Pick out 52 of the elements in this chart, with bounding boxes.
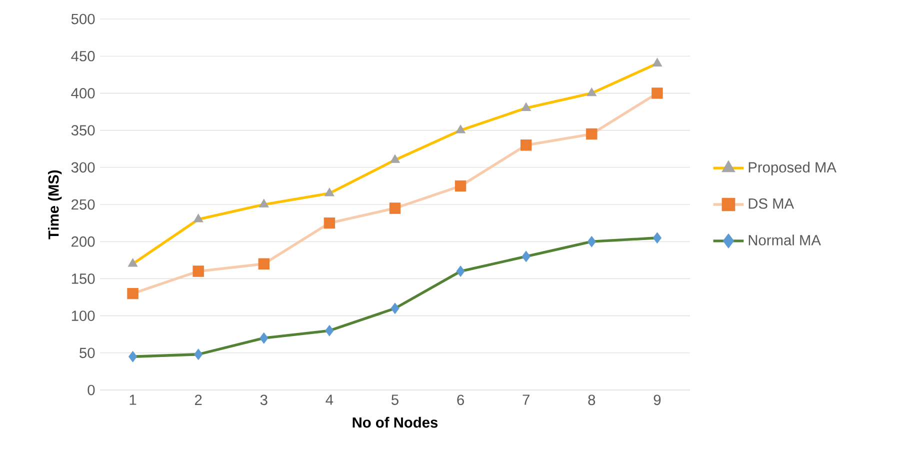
y-tick-label: 0: [88, 384, 95, 396]
point: [456, 124, 466, 134]
y-tick-label: 400: [71, 88, 95, 98]
point: [522, 250, 530, 262]
x-tick-label: 7: [522, 394, 530, 405]
point: [652, 58, 662, 66]
point: [520, 140, 532, 151]
x-tick-label: 2: [194, 394, 202, 405]
x-tick-label: 4: [326, 394, 334, 405]
x-tick-label: 5: [392, 394, 398, 405]
point: [389, 202, 401, 214]
point: [390, 154, 400, 163]
point: [652, 88, 663, 99]
y-tick-label: 300: [71, 162, 95, 173]
y-tick-label: 450: [71, 50, 95, 62]
y-tick-label: 250: [72, 199, 95, 210]
point: [259, 198, 269, 208]
point: [454, 180, 466, 192]
point: [586, 88, 597, 96]
point: [260, 332, 268, 344]
point: [324, 188, 334, 196]
point: [587, 236, 596, 248]
point: [128, 351, 138, 362]
point: [652, 232, 662, 244]
point: [258, 258, 270, 270]
x-tick-label: 3: [260, 394, 268, 406]
point: [193, 214, 204, 222]
x-tick-label: 9: [654, 394, 661, 406]
point: [456, 266, 465, 277]
legend-label: Proposed MA: [748, 162, 836, 176]
point: [128, 258, 138, 267]
point: [192, 266, 204, 277]
point: [127, 288, 138, 300]
y-tick-label: 350: [71, 125, 95, 136]
x-tick-label: 8: [588, 394, 596, 406]
x-tick-label: 6: [457, 394, 464, 406]
point: [390, 302, 400, 314]
y-tick-label: 500: [71, 14, 95, 24]
point: [324, 217, 336, 229]
x-tick-label: 1: [130, 394, 136, 405]
y-tick-label: 200: [72, 236, 95, 247]
point: [521, 102, 531, 111]
point: [325, 325, 334, 336]
y-axis-title: Time (MS): [48, 170, 62, 240]
point: [194, 348, 203, 360]
legend-label: Normal MA: [748, 234, 821, 246]
y-tick-label: 100: [72, 310, 95, 321]
y-tick-label: 50: [80, 348, 95, 358]
point: [586, 128, 598, 140]
y-tick-label: 150: [72, 274, 95, 284]
legend-label: DS MA: [748, 198, 794, 209]
x-axis-title: No of Nodes: [352, 416, 438, 428]
